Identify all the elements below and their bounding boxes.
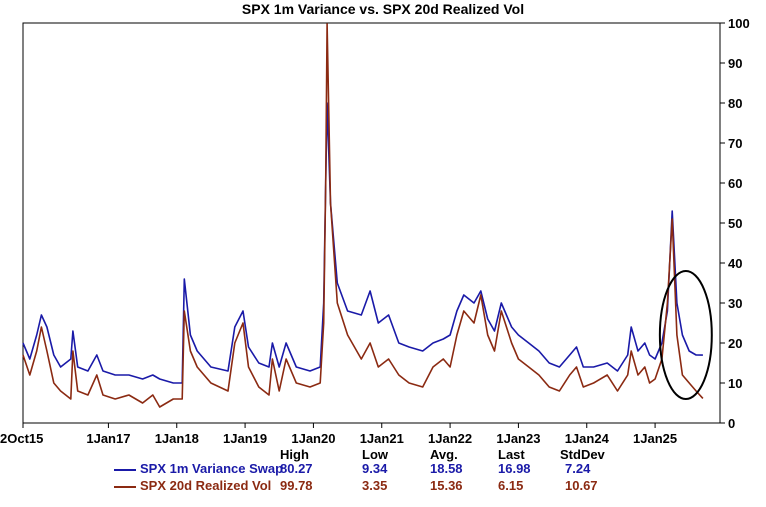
x-tick-label: 1Jan19 [223,431,267,446]
x-tick-label: 1Jan25 [633,431,677,446]
y-tick-label: 50 [728,216,742,231]
x-tick-label: 1Jan21 [360,431,404,446]
stat-realized-last: 6.15 [498,478,524,493]
chart-title: SPX 1m Variance vs. SPX 20d Realized Vol [241,1,525,17]
legend-swatch-realized [114,486,136,488]
y-tick-label: 80 [728,96,742,111]
y-tick-label: 0 [728,416,735,431]
x-tick-label: 1Jan20 [291,431,335,446]
y-axis: 0 10 20 30 40 50 60 70 80 90 100 [720,16,750,431]
stat-variance-avg: 18.58 [430,461,463,476]
stat-variance-high: 80.27 [280,461,313,476]
legend-label-realized: SPX 20d Realized Vol [140,478,272,493]
legend-label-variance: SPX 1m Variance Swap [140,461,284,476]
y-tick-label: 40 [728,256,742,271]
stat-variance-low: 9.34 [362,461,388,476]
stats-header-avg: Avg. [430,447,458,462]
x-axis: 2Oct15 1Jan17 1Jan18 1Jan19 1Jan20 1Jan21 1Jan… [0,423,677,446]
annotation-ellipse [658,270,713,400]
series-layer [22,23,704,408]
x-tick-label: 1Jan17 [86,431,130,446]
stats-header-last: Last [498,447,525,462]
stats-header-high: High [280,447,309,462]
y-tick-label: 100 [728,16,750,31]
legend-swatch-variance [114,469,136,471]
y-tick-label: 90 [728,56,742,71]
x-tick-label: 1Jan22 [428,431,472,446]
x-tick-label: 2Oct15 [0,431,43,446]
stat-realized-avg: 15.36 [430,478,463,493]
annotation-layer [658,270,713,400]
x-tick-label: 1Jan18 [155,431,199,446]
x-tick-label: 1Jan23 [496,431,540,446]
stat-realized-high: 99.78 [280,478,313,493]
x-tick-label: 1Jan24 [565,431,610,446]
line-chart: 2Oct15 1Jan17 1Jan18 1Jan19 1Jan20 1Jan21 1Jan… [0,16,750,446]
y-tick-label: 30 [728,296,742,311]
y-tick-label: 60 [728,176,742,191]
y-tick-label: 10 [728,376,742,391]
stat-realized-low: 3.35 [362,478,388,493]
series-line-variance-swap [22,102,703,384]
series-line-realized-vol [22,23,704,408]
stat-variance-last: 16.98 [498,461,531,476]
plot-frame [22,22,721,424]
stat-realized-stddev: 10.67 [565,478,598,493]
y-tick-label: 70 [728,136,742,151]
stats-header-low: Low [362,447,388,462]
stats-header-stddev: StdDev [560,447,605,462]
y-tick-label: 20 [728,336,742,351]
stat-variance-stddev: 7.24 [565,461,591,476]
